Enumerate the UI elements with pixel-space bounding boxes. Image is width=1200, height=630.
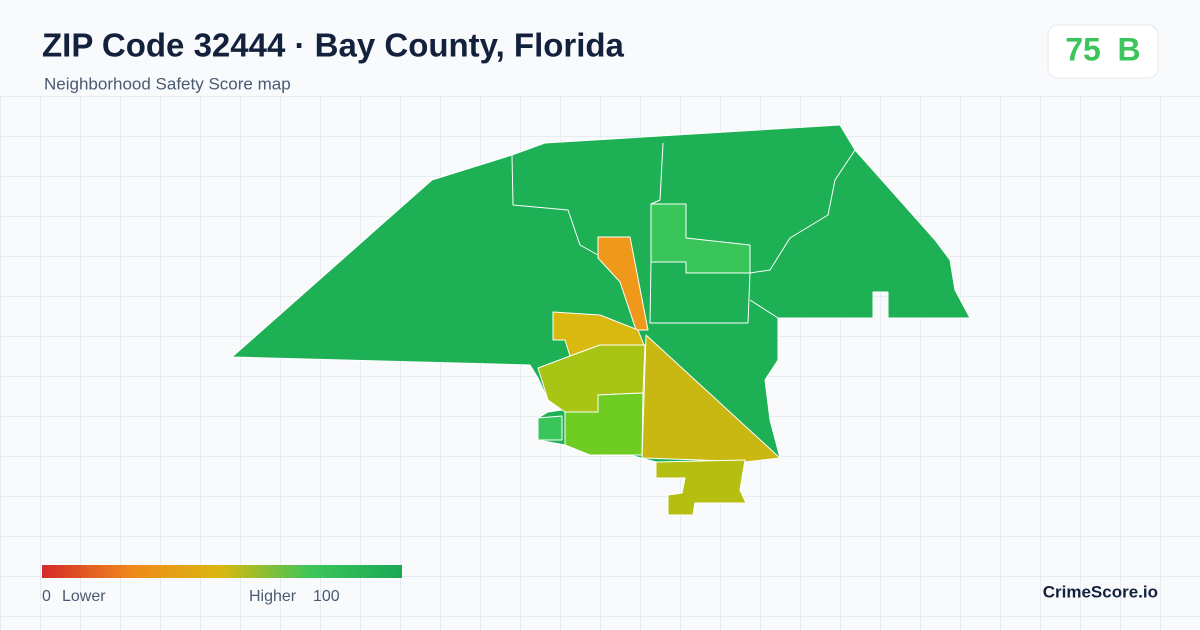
region [537, 415, 563, 441]
header-bg [0, 0, 1200, 96]
region-border [749, 299, 779, 319]
legend-max-label: Higher [249, 588, 297, 605]
legend-max: 100 [313, 588, 340, 605]
legend-bar [42, 565, 402, 578]
score: 75 [1065, 31, 1101, 67]
zip-map [231, 124, 971, 516]
legend-min: 0 [42, 588, 51, 605]
region [564, 392, 644, 456]
region-border [649, 261, 751, 324]
grid [0, 96, 1200, 630]
region [650, 203, 751, 274]
region-border [650, 142, 664, 205]
region-border [749, 149, 856, 274]
grade: B [1117, 31, 1140, 67]
region-border [511, 154, 599, 256]
title: ZIP Code 32444 · Bay County, Florida [42, 27, 625, 64]
legend-min-label: Lower [62, 588, 106, 605]
region [655, 459, 747, 516]
subtitle: Neighborhood Safety Score map [44, 74, 291, 93]
brand: CrimeScore.io [1043, 582, 1158, 601]
score-badge [1047, 24, 1159, 79]
